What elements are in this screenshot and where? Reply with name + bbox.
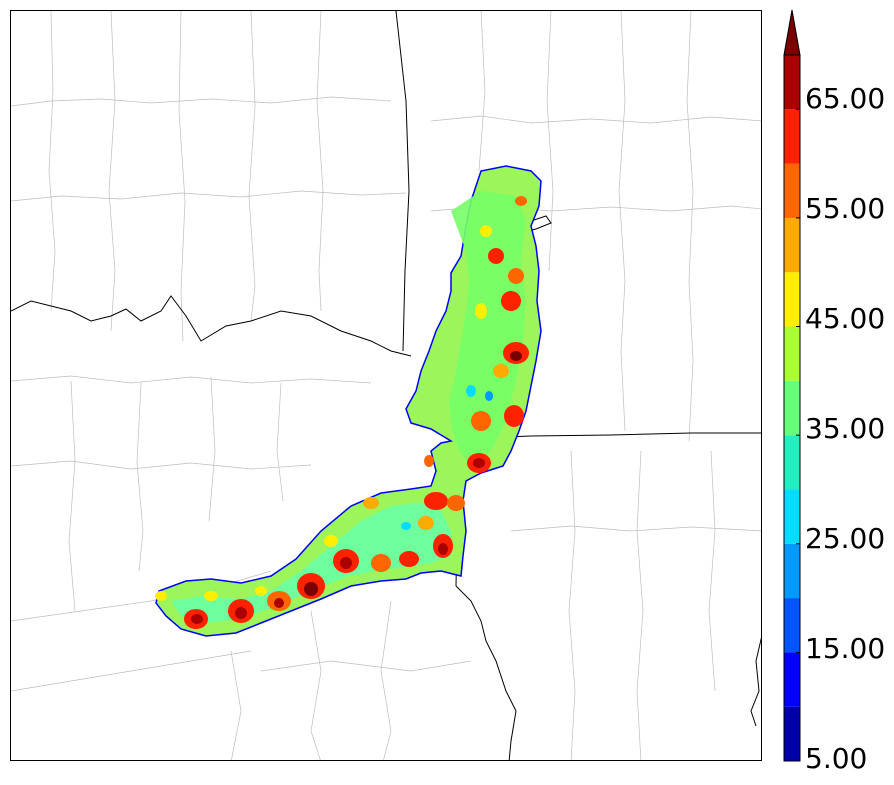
colorbar-tick-label: 65.00 [805, 82, 886, 115]
colorbar-segment [784, 598, 800, 653]
colorbar-border [783, 54, 801, 762]
colorbar-tick-label: 45.00 [805, 302, 886, 335]
colorbar-segment [784, 55, 800, 110]
colorbar-tick-label: 55.00 [805, 192, 886, 225]
county-boundaries [11, 11, 761, 760]
colorbar-segment [784, 652, 800, 707]
colorbar-svg [783, 9, 801, 762]
colorbar-extend-arrow [783, 9, 801, 56]
colorbar-segment [784, 543, 800, 599]
colorbar-tick-label: 35.00 [805, 412, 886, 445]
colorbar-tick-label: 5.00 [805, 742, 868, 775]
colorbar-tick-label: 25.00 [805, 522, 886, 555]
colorbar-segment [784, 217, 800, 273]
precip-swath [155, 165, 542, 637]
rivers [11, 215, 761, 760]
colorbar-segment [784, 706, 800, 761]
colorbar-segment [784, 489, 800, 544]
colorbar-tick-label: 15.00 [805, 632, 886, 665]
colorbar-segment [784, 109, 800, 164]
colorbar [783, 9, 801, 762]
colorbar-segment [784, 435, 800, 490]
colorbar-segment [784, 163, 800, 218]
colorbar-segment [784, 380, 800, 436]
colorbar-segment [784, 326, 800, 381]
colorbar-segment [784, 272, 800, 327]
map-panel [10, 10, 762, 761]
map-canvas [11, 11, 761, 760]
